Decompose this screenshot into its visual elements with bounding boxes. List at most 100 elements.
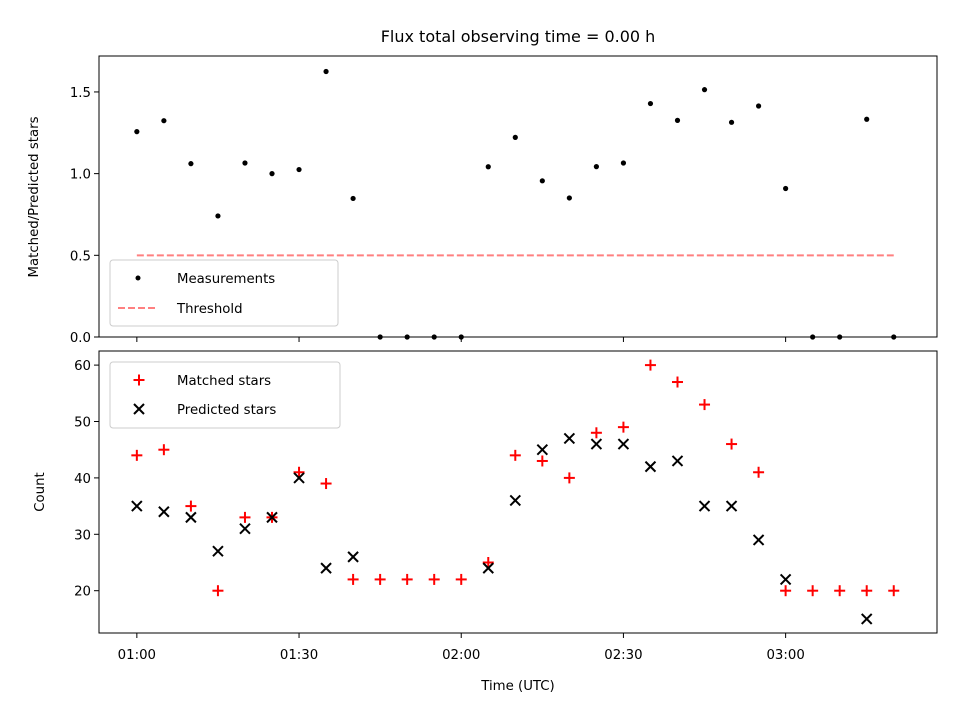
matched-star-point [563, 472, 575, 484]
measurement-point [620, 160, 627, 166]
bottom-panel: 20 30 40 50 60 01:00 01:30 02:00 02:30 03:00 Cou… [33, 350, 938, 694]
bottom-y-tick-label: 50 [74, 416, 91, 431]
legend-plus-glyph [133, 374, 145, 386]
measurement-point [728, 119, 735, 125]
predicted-star-point [158, 506, 170, 518]
predicted-star-point [563, 432, 576, 445]
matched-star-point [780, 585, 792, 597]
matched-star-point [509, 449, 521, 461]
bottom-legend-box [109, 361, 341, 429]
legend-label-predicted: Predicted stars [177, 403, 276, 418]
measurement-point [539, 178, 545, 184]
top-chart-title: Flux total observing time = 0.00 h [381, 27, 656, 46]
measurement-point [188, 161, 194, 167]
matched-star-point [834, 585, 846, 597]
matched-star-point [347, 573, 359, 585]
matched-star-point [320, 478, 332, 490]
bottom-y-ticks: 20 30 40 50 60 [74, 359, 99, 600]
matched-star-point [644, 359, 656, 371]
bottom-x-tick-label: 01:30 [280, 648, 318, 663]
matched-star-point [239, 511, 251, 523]
measurement-point [593, 164, 599, 170]
measurement-point [755, 103, 762, 109]
predicted-star-point [320, 562, 332, 574]
measurement-point [647, 100, 654, 107]
top-panel: 0.0 0.5 1.0 1.5 Matched/Predicted stars Mea… [27, 55, 938, 346]
predicted-star-point [266, 511, 278, 524]
predicted-star-point [698, 500, 711, 512]
top-y-tick-label: 0.5 [70, 249, 91, 264]
predicted-star-point [617, 438, 630, 450]
measurement-point [269, 171, 275, 177]
bottom-y-tick-label: 40 [74, 472, 91, 487]
matched-star-point [293, 466, 305, 478]
bottom-axes-frame [98, 350, 938, 634]
legend-marker-matched [133, 374, 145, 386]
top-y-tick-label: 0.0 [70, 331, 91, 346]
predicted-star-point [347, 551, 359, 563]
matched-star-point [374, 573, 386, 585]
predicted-star-point [239, 522, 251, 535]
predicted-star-point [590, 438, 603, 450]
measurement-point [485, 164, 491, 170]
measurement-point [242, 160, 248, 166]
top-legend: Measurements Threshold [109, 259, 339, 327]
legend-x-glyph [133, 403, 145, 415]
matched-star-point [590, 427, 602, 439]
matched-star-point [807, 585, 819, 597]
legend-label-matched: Matched stars [177, 374, 271, 389]
predicted-star-point [725, 500, 738, 512]
matched-star-point [671, 376, 683, 388]
top-y-axis-label: Matched/Predicted stars [27, 116, 42, 277]
predicted-star-point [644, 460, 657, 473]
top-y-tick-label: 1.0 [70, 168, 91, 183]
matched-star-point [428, 573, 440, 585]
measurement-point [701, 87, 708, 93]
measurement-point [215, 213, 221, 219]
measurement-point [783, 185, 789, 192]
bottom-y-tick-label: 30 [74, 528, 91, 543]
bottom-legend: Matched stars Predicted stars [109, 361, 341, 429]
top-y-ticks: 0.0 0.5 1.0 1.5 [70, 86, 99, 346]
predicted-star-point [779, 573, 792, 586]
predicted-star-point [536, 443, 549, 456]
top-data-marks [134, 68, 897, 340]
bottom-x-tick-label: 01:00 [118, 648, 156, 663]
matched-star-point [212, 585, 224, 597]
measurement-point [674, 117, 681, 123]
legend-marker-measurements [135, 275, 141, 281]
legend-marker-predicted [133, 403, 145, 415]
bottom-data-marks [131, 359, 900, 625]
matched-star-point [888, 585, 900, 597]
measurement-point [323, 68, 329, 75]
predicted-star-point [185, 511, 197, 524]
measurement-point [350, 195, 356, 202]
matched-star-point [861, 585, 873, 597]
bottom-x-tick-label: 02:30 [604, 648, 642, 663]
measurement-point [296, 166, 302, 173]
top-axes-frame [98, 55, 938, 338]
predicted-star-point [509, 494, 522, 507]
measurement-point [134, 129, 140, 135]
predicted-star-point [482, 562, 494, 574]
bottom-y-tick-label: 60 [74, 359, 91, 374]
matched-star-point [131, 449, 143, 461]
matched-star-point [158, 444, 170, 456]
top-y-tick-label: 1.5 [70, 86, 91, 101]
legend-label-measurements: Measurements [177, 272, 275, 287]
bottom-x-tick-label: 02:00 [442, 648, 480, 663]
measurement-point [566, 195, 572, 201]
matched-star-point [401, 573, 413, 585]
bottom-y-axis-label: Count [33, 472, 48, 512]
matched-star-point [185, 500, 197, 512]
measurement-point [864, 116, 870, 122]
bottom-x-ticks: 01:00 01:30 02:00 02:30 03:00 [118, 633, 805, 663]
matched-star-point [726, 438, 738, 450]
predicted-star-point [752, 534, 765, 546]
bottom-y-tick-label: 20 [74, 585, 91, 600]
matched-star-point [455, 573, 467, 585]
matched-star-point [482, 557, 494, 568]
matched-star-point [536, 455, 548, 467]
